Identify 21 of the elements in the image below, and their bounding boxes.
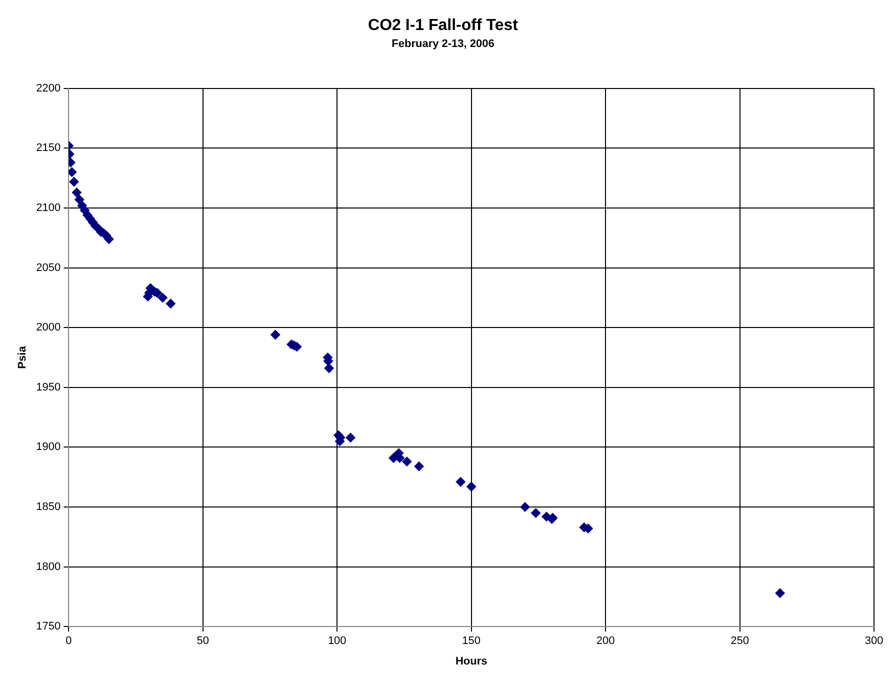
- x-axis-title: Hours: [455, 655, 488, 668]
- y-tick-label: 1800: [36, 560, 61, 573]
- chart-title: CO2 I-1 Fall-off Test: [368, 17, 519, 34]
- y-tick-label: 1950: [36, 381, 61, 394]
- y-tick-label: 1750: [36, 620, 61, 633]
- x-tick-label: 0: [66, 635, 72, 648]
- y-tick-label: 2200: [36, 82, 61, 94]
- x-tick-label: 250: [730, 635, 749, 648]
- chart-subtitle: February 2-13, 2006: [392, 38, 494, 50]
- y-tick-label: 2100: [36, 202, 61, 214]
- y-tick-label: 1850: [36, 501, 61, 514]
- x-tick-label: 200: [596, 635, 615, 648]
- y-tick-label: 2000: [36, 322, 61, 334]
- x-tick-label: 150: [462, 635, 481, 648]
- x-tick-label: 100: [328, 635, 346, 648]
- y-tick-label: 1900: [36, 441, 61, 454]
- x-tick-label: 300: [864, 635, 884, 648]
- y-tick-label: 2150: [36, 142, 61, 154]
- x-tick-label: 50: [196, 635, 210, 648]
- y-tick-label: 2050: [36, 262, 61, 274]
- y-axis-title: Psia: [16, 345, 29, 369]
